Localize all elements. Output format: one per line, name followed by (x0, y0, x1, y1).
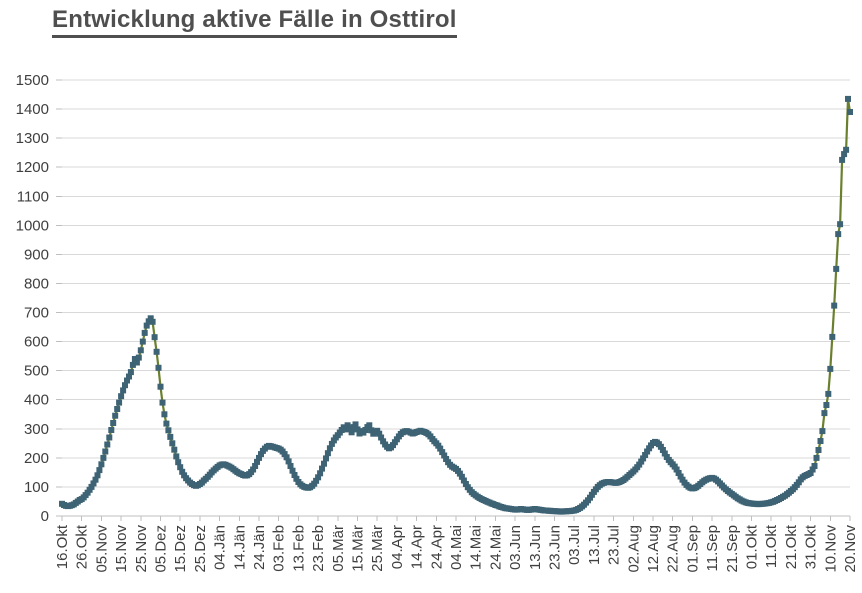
svg-text:400: 400 (24, 392, 49, 409)
svg-text:900: 900 (24, 246, 49, 263)
svg-text:700: 700 (24, 305, 49, 322)
svg-text:0: 0 (41, 508, 49, 525)
svg-text:31.Okt: 31.Okt (803, 524, 820, 569)
svg-text:11.Okt: 11.Okt (763, 524, 780, 568)
x-axis-labels: 16.Okt 26.Okt 05.Nov 15.Nov 25.Nov 05.Dez 15.D… (54, 524, 859, 572)
svg-text:04.Jän: 04.Jän (212, 525, 229, 570)
svg-text:03.Jun: 03.Jun (507, 525, 524, 570)
svg-text:1400: 1400 (16, 101, 49, 118)
svg-text:23.Jul: 23.Jul (606, 525, 623, 565)
svg-text:26.Okt: 26.Okt (74, 524, 91, 569)
svg-text:23.Jun: 23.Jun (547, 525, 564, 570)
chart-title: Entwicklung aktive Fälle in Osttirol (52, 6, 457, 38)
svg-text:300: 300 (24, 421, 49, 438)
svg-text:14.Jän: 14.Jän (231, 525, 248, 570)
svg-text:01.Sep: 01.Sep (684, 525, 701, 573)
svg-text:1000: 1000 (16, 217, 49, 234)
svg-text:24.Jän: 24.Jän (251, 525, 268, 570)
svg-text:12.Aug: 12.Aug (645, 525, 662, 573)
svg-text:25.Nov: 25.Nov (133, 525, 150, 573)
svg-text:13.Feb: 13.Feb (290, 525, 307, 572)
svg-text:13.Jul: 13.Jul (586, 525, 603, 565)
series-markers (59, 95, 853, 515)
svg-text:15.Nov: 15.Nov (113, 525, 130, 573)
y-axis-labels: 0 100 200 300 400 500 600 700 800 900 1000 1100 1200… (16, 72, 49, 525)
svg-text:01.Okt: 01.Okt (744, 524, 761, 569)
svg-text:15.Dez: 15.Dez (172, 525, 189, 573)
gridlines (62, 79, 850, 517)
svg-text:05.Dez: 05.Dez (153, 525, 170, 573)
svg-text:22.Aug: 22.Aug (665, 525, 682, 573)
svg-text:03.Feb: 03.Feb (271, 525, 288, 572)
svg-text:03.Jul: 03.Jul (566, 525, 583, 565)
svg-text:21.Sep: 21.Sep (724, 525, 741, 573)
svg-text:200: 200 (24, 450, 49, 467)
svg-text:25.Mär: 25.Mär (369, 525, 386, 572)
svg-text:25.Dez: 25.Dez (192, 525, 209, 573)
svg-text:15.Mär: 15.Mär (350, 525, 367, 572)
svg-text:24.Mai: 24.Mai (487, 525, 504, 570)
svg-text:04.Mai: 04.Mai (448, 525, 465, 570)
svg-text:05.Mär: 05.Mär (330, 525, 347, 572)
svg-text:800: 800 (24, 275, 49, 292)
svg-text:11.Sep: 11.Sep (704, 525, 721, 571)
svg-text:24.Apr: 24.Apr (428, 525, 445, 569)
svg-text:10.Nov: 10.Nov (822, 525, 839, 573)
svg-text:1500: 1500 (16, 72, 49, 89)
y-axis-ticks (56, 79, 62, 517)
svg-text:1100: 1100 (17, 188, 49, 205)
series-line (60, 97, 852, 513)
svg-text:100: 100 (24, 479, 49, 496)
svg-text:21.Okt: 21.Okt (783, 524, 800, 569)
svg-text:1200: 1200 (16, 159, 49, 176)
svg-text:23.Feb: 23.Feb (310, 525, 327, 572)
svg-text:14.Apr: 14.Apr (409, 525, 426, 569)
svg-text:16.Okt: 16.Okt (54, 524, 71, 569)
svg-text:600: 600 (24, 334, 49, 351)
x-axis-ticks (61, 516, 851, 521)
svg-text:05.Nov: 05.Nov (93, 525, 110, 573)
svg-text:20.Nov: 20.Nov (842, 525, 859, 573)
svg-text:04.Apr: 04.Apr (389, 525, 406, 569)
svg-text:13.Jun: 13.Jun (527, 525, 544, 570)
svg-text:14.Mai: 14.Mai (468, 525, 485, 570)
svg-text:02.Aug: 02.Aug (625, 525, 642, 573)
svg-text:500: 500 (24, 363, 49, 380)
svg-text:1300: 1300 (16, 130, 49, 147)
